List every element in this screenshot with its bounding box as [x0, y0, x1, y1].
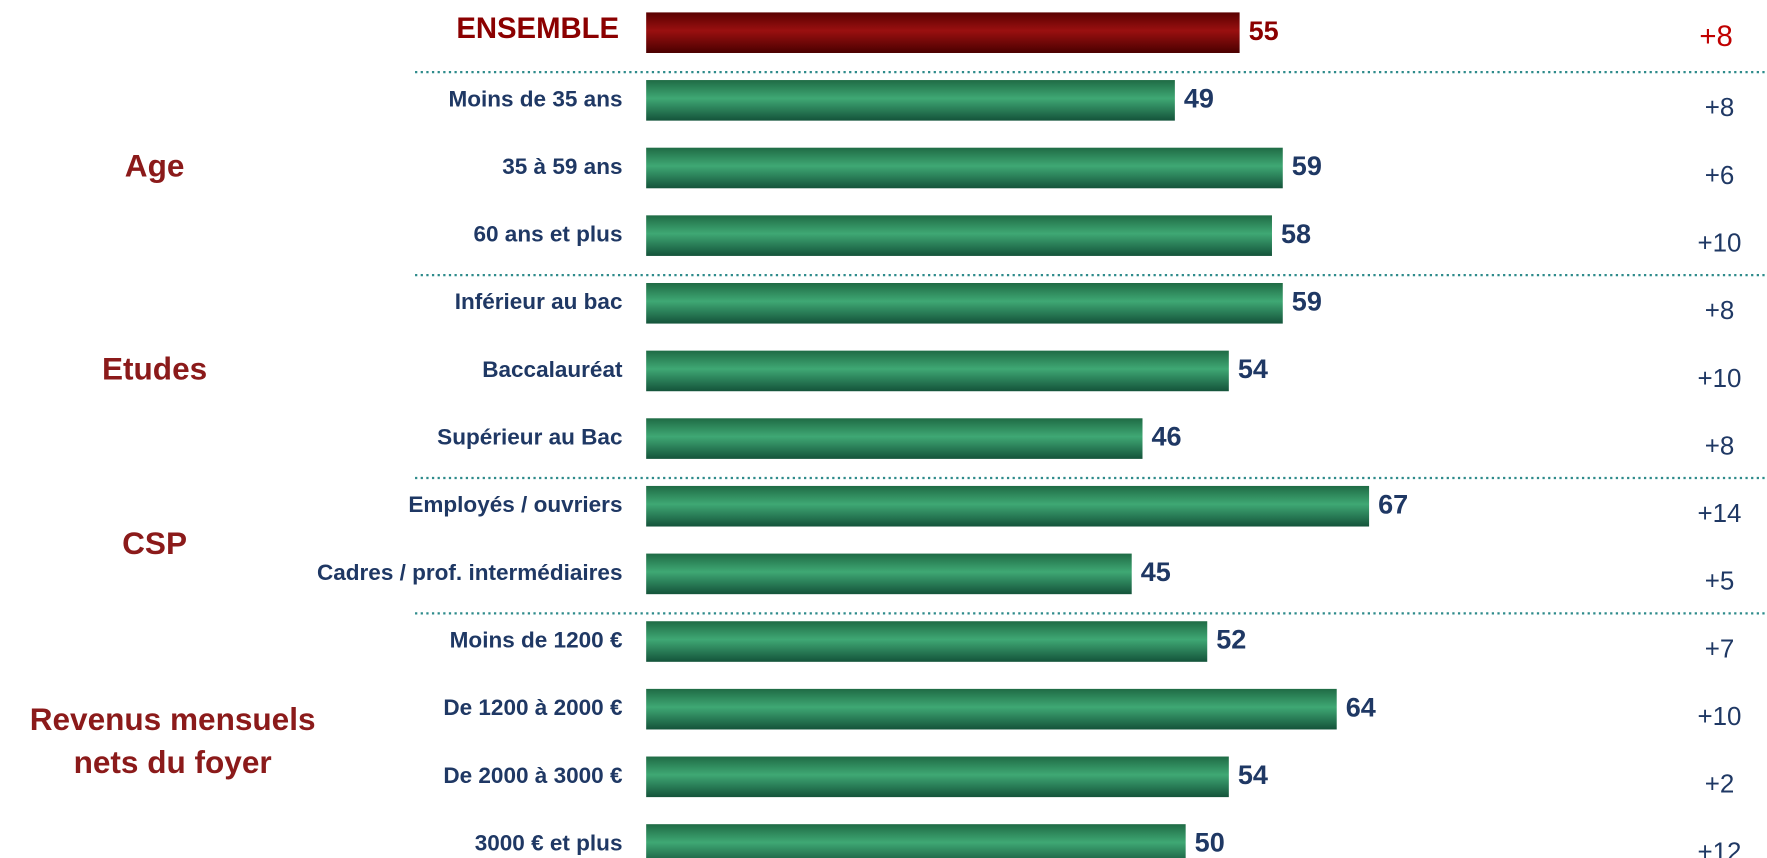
bar: [646, 485, 1370, 527]
category-label: Baccalauréat: [482, 357, 623, 382]
value-label: 45: [1141, 557, 1171, 587]
value-label: 49: [1184, 83, 1214, 113]
bar: [646, 756, 1229, 798]
bar: [646, 688, 1337, 730]
category-label: Supérieur au Bac: [437, 425, 622, 450]
change-label: +8: [1705, 297, 1735, 325]
category-label: Employés / ouvriers: [408, 492, 622, 517]
bar: [646, 215, 1272, 256]
category-label: Moins de 1200 €: [450, 627, 623, 652]
value-label: 64: [1346, 692, 1376, 722]
category-label: Cadres / prof. intermédiaires: [317, 560, 623, 585]
value-label: 59: [1292, 151, 1322, 181]
value-label: 50: [1195, 828, 1225, 858]
change-label: +7: [1705, 635, 1735, 663]
change-label: +12: [1698, 838, 1742, 858]
bar: [646, 80, 1175, 121]
group-label: nets du foyer: [74, 744, 272, 780]
group-label: Revenus mensuels: [30, 701, 316, 737]
value-label: 54: [1238, 354, 1268, 384]
group-label: Age: [125, 147, 185, 183]
bar: [646, 621, 1208, 662]
bar: [646, 553, 1132, 595]
ensemble-label: ENSEMBLE: [456, 12, 619, 45]
value-label: 46: [1152, 422, 1182, 452]
category-label: De 2000 à 3000 €: [443, 763, 623, 788]
category-label: Inférieur au bac: [455, 289, 623, 314]
category-label: Moins de 35 ans: [448, 86, 622, 111]
change-label: +10: [1698, 230, 1742, 258]
change-label: +6: [1705, 162, 1735, 190]
category-label: 3000 € et plus: [475, 830, 623, 855]
category-label: 35 à 59 ans: [502, 154, 622, 179]
change-label: +10: [1698, 365, 1742, 393]
category-label: 60 ans et plus: [473, 222, 622, 247]
change-label: +2: [1705, 771, 1735, 799]
bar: [646, 824, 1186, 858]
change-label: +10: [1698, 703, 1742, 731]
value-label: 58: [1281, 219, 1311, 249]
group-label: Etudes: [102, 350, 207, 386]
group-label: CSP: [122, 525, 187, 561]
ensemble-bar: [646, 12, 1240, 53]
bar: [646, 282, 1283, 324]
category-label: De 1200 à 2000 €: [443, 695, 623, 720]
change-label: +5: [1705, 568, 1735, 596]
change-label: +8: [1705, 432, 1735, 460]
value-label: 59: [1292, 286, 1322, 316]
change-label: +8: [1705, 94, 1735, 122]
ensemble-change: +8: [1699, 20, 1732, 53]
value-label: 52: [1216, 625, 1246, 655]
bar: [646, 147, 1283, 189]
change-label: +14: [1698, 500, 1742, 528]
bar: [646, 350, 1229, 392]
bar: [646, 418, 1143, 459]
value-label: 67: [1378, 489, 1408, 519]
value-label: 54: [1238, 760, 1268, 790]
ensemble-value: 55: [1249, 16, 1279, 46]
